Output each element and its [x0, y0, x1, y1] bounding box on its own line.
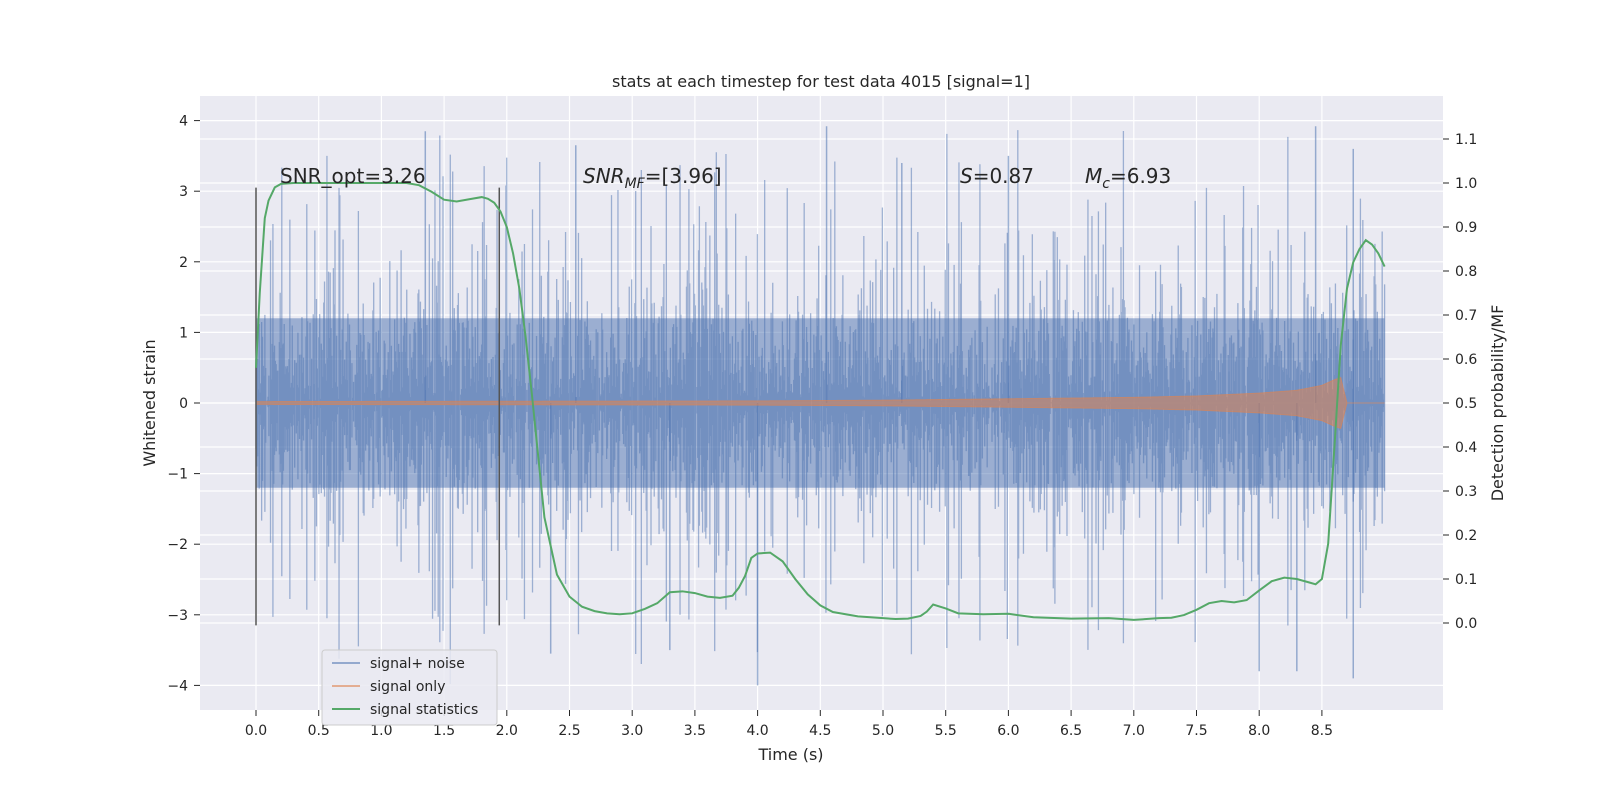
- legend-label-signal-only: signal only: [370, 679, 445, 695]
- x-tick-label: 6.0: [997, 723, 1019, 739]
- y-right-tick-label: 0.3: [1455, 484, 1477, 500]
- chart-title: stats at each timestep for test data 401…: [612, 72, 1030, 91]
- y-right-tick-label: 0.9: [1455, 220, 1477, 236]
- legend-label-noise: signal+ noise: [370, 656, 465, 672]
- y-right-tick-label: 1.0: [1455, 176, 1477, 192]
- y-right-tick-label: 1.1: [1455, 132, 1477, 148]
- y-right-tick-label: 0.8: [1455, 264, 1477, 280]
- y-right-tick-label: 0.2: [1455, 528, 1477, 544]
- x-tick-label: 3.0: [621, 723, 643, 739]
- x-tick-label: 1.0: [370, 723, 392, 739]
- x-tick-label: 4.0: [746, 723, 768, 739]
- y-right-tick-label: 0.6: [1455, 352, 1477, 368]
- legend: signal+ noise signal only signal statist…: [321, 649, 498, 726]
- legend-box: [321, 649, 498, 726]
- y-tick-label: −4: [167, 678, 188, 694]
- x-tick-label: 2.5: [558, 723, 580, 739]
- y-tick-label: 2: [179, 255, 188, 271]
- y-axis-ticks: 4 3 2 1 0 −1 −2 −3 −4: [167, 114, 200, 694]
- y-right-tick-label: 0.7: [1455, 308, 1477, 324]
- legend-label-statistics: signal statistics: [370, 702, 478, 718]
- signal-statistics-series: [255, 182, 1386, 621]
- annotation-s-value: S=0.87: [960, 164, 1034, 188]
- x-tick-label: 0.5: [308, 723, 330, 739]
- y-right-axis-ticks: 1.1 1.0 0.9 0.8 0.7 0.6 0.5 0.4 0.3 0.2 0.1 0.0: [1443, 132, 1477, 632]
- y-tick-label: −2: [167, 537, 188, 553]
- y-right-tick-label: 0.5: [1455, 396, 1477, 412]
- x-tick-label: 2.0: [496, 723, 518, 739]
- annotations: SNR_opt=3.26 SNRMF=[3.96] S=0.87 Mc=6.93: [280, 164, 1171, 192]
- x-tick-label: 8.0: [1248, 723, 1270, 739]
- y-tick-label: −3: [167, 608, 188, 624]
- annotation-snr-mf: SNRMF=[3.96]: [583, 164, 722, 192]
- x-tick-label: 5.0: [872, 723, 894, 739]
- x-tick-label: 0.0: [245, 723, 267, 739]
- y-right-tick-label: 0.0: [1455, 616, 1477, 632]
- y-tick-label: −1: [167, 467, 188, 483]
- y-tick-label: 0: [179, 396, 188, 412]
- vertical-markers: [255, 187, 501, 626]
- x-tick-label: 3.5: [684, 723, 706, 739]
- x-axis-ticks: 0.0 0.5 1.0 1.5 2.0 2.5 3.0 3.5 4.0 4.5 5.0 5.5 6.0 6…: [245, 710, 1333, 739]
- x-tick-label: 8.5: [1311, 723, 1333, 739]
- y-right-axis-label: Detection probability/MF: [1488, 305, 1507, 502]
- x-axis-label: Time (s): [757, 745, 823, 764]
- annotation-mc-value: Mc=6.93: [1085, 164, 1171, 192]
- y-axis-label: Whitened strain: [140, 339, 159, 466]
- x-tick-label: 4.5: [809, 723, 831, 739]
- y-tick-label: 4: [179, 114, 188, 130]
- x-tick-label: 5.5: [935, 723, 957, 739]
- signal-only-series: [255, 376, 1385, 430]
- x-tick-label: 6.5: [1060, 723, 1082, 739]
- annotation-snr-opt: SNR_opt=3.26: [280, 164, 426, 188]
- y-right-tick-label: 0.4: [1455, 440, 1477, 456]
- y-right-tick-label: 0.1: [1455, 572, 1477, 588]
- x-tick-label: 1.5: [433, 723, 455, 739]
- signal-statistics-line: [255, 182, 1386, 621]
- y-tick-label: 1: [179, 325, 188, 341]
- x-tick-label: 7.0: [1123, 723, 1145, 739]
- x-tick-label: 7.5: [1185, 723, 1207, 739]
- y-tick-label: 3: [179, 184, 188, 200]
- signal-only-trace: [255, 376, 1385, 430]
